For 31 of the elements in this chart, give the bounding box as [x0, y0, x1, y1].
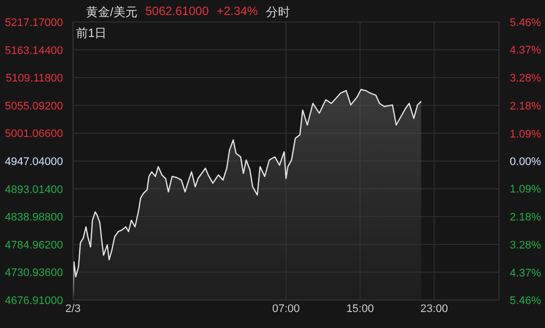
x-tick-label: 07:00 — [272, 303, 300, 315]
text: 分时 — [266, 4, 290, 21]
y-tick-label: 4893.01400 — [4, 184, 63, 196]
y2-tick-label: 0.00% — [510, 156, 542, 168]
y2-tick-label: 5.46% — [510, 17, 542, 29]
text: 5062.61000 — [145, 4, 209, 20]
y2-tick-label: 3.28% — [510, 72, 542, 84]
y2-tick-label: 5.46% — [510, 295, 542, 307]
y-tick-label: 5163.14400 — [4, 44, 63, 57]
text: +2.34% — [216, 4, 258, 20]
y2-tick-label: 1.09% — [510, 128, 542, 140]
y-tick-label: 4947.04000 — [4, 156, 63, 168]
x-tick-label: 2/3 — [65, 303, 81, 315]
y2-tick-label: 3.28% — [510, 240, 542, 252]
y-tick-label: 4838.98800 — [4, 212, 63, 224]
y-tick-label: 4676.91000 — [4, 295, 63, 307]
y2-tick-label: 2.18% — [510, 212, 542, 224]
y2-tick-label: 1.09% — [510, 184, 542, 196]
x-tick-label: 15:00 — [346, 303, 374, 315]
y-tick-label: 5109.11800 — [6, 72, 63, 85]
y2-tick-label: 4.37% — [510, 267, 542, 280]
y-tick-label: 5217.17000 — [4, 17, 63, 29]
annotation: 前1日 — [76, 25, 107, 42]
y-tick-label: 4730.93600 — [4, 267, 63, 280]
y2-tick-label: 2.18% — [510, 100, 542, 112]
y-tick-label: 4784.96200 — [4, 239, 63, 252]
y-tick-label: 5001.06600 — [4, 128, 63, 140]
x-tick-label: 23:00 — [420, 303, 448, 315]
y-tick-label: 5055.09200 — [4, 100, 63, 112]
chart-title: 黄金/美元 — [86, 4, 138, 21]
y2-tick-label: 4.37% — [510, 44, 542, 57]
